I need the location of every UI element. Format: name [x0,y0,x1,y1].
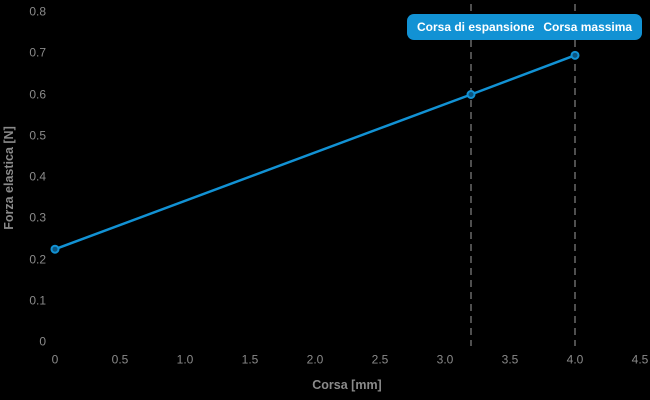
x-tick-label: 2.5 [371,352,389,367]
y-axis-title: Forza elastica [N] [2,126,16,230]
x-tick-label: 2.0 [306,352,324,367]
x-tick-label: 3.5 [501,352,519,367]
x-tick-label: 3.0 [436,352,454,367]
annotation-label-expansion-stroke: Corsa di espansione [417,20,535,34]
y-tick-label: 0.6 [29,87,46,101]
y-tick-label: 0.7 [29,45,46,60]
x-tick-label: 1.0 [176,352,194,367]
y-tick-label: 0.1 [29,293,46,308]
y-tick-label: 0.3 [29,210,46,225]
data-point-1 [466,90,476,99]
y-tick-label: 0.4 [29,169,46,184]
x-tick-label: 4.5 [631,352,649,367]
force-line [53,54,577,251]
y-tick-label: 0.5 [29,128,46,143]
y-tick-label: 0.2 [29,252,46,266]
y-tick-label: 0 [39,334,46,349]
x-tick-label: 0 [51,352,59,367]
annotation-badge: Corsa di espansione Corsa massima [407,14,643,40]
x-tick-label: 4.0 [566,352,584,367]
y-tick-label: 0.8 [29,4,46,19]
data-point-0 [50,244,60,254]
data-point-2 [570,50,580,60]
x-tick-label: 0.5 [111,352,129,367]
x-axis-title: Corsa [mm] [312,378,382,392]
x-tick-label: 1.5 [241,352,259,367]
annotation-label-max-stroke: Corsa massima [543,20,633,34]
